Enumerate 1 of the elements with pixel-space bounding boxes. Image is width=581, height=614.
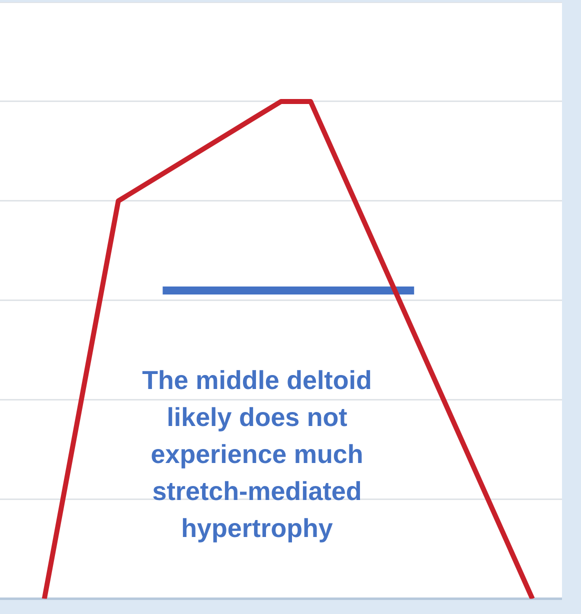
annotation: The middle deltoid likely does not experience much stretch-mediated hypertrophy: [141, 364, 373, 545]
